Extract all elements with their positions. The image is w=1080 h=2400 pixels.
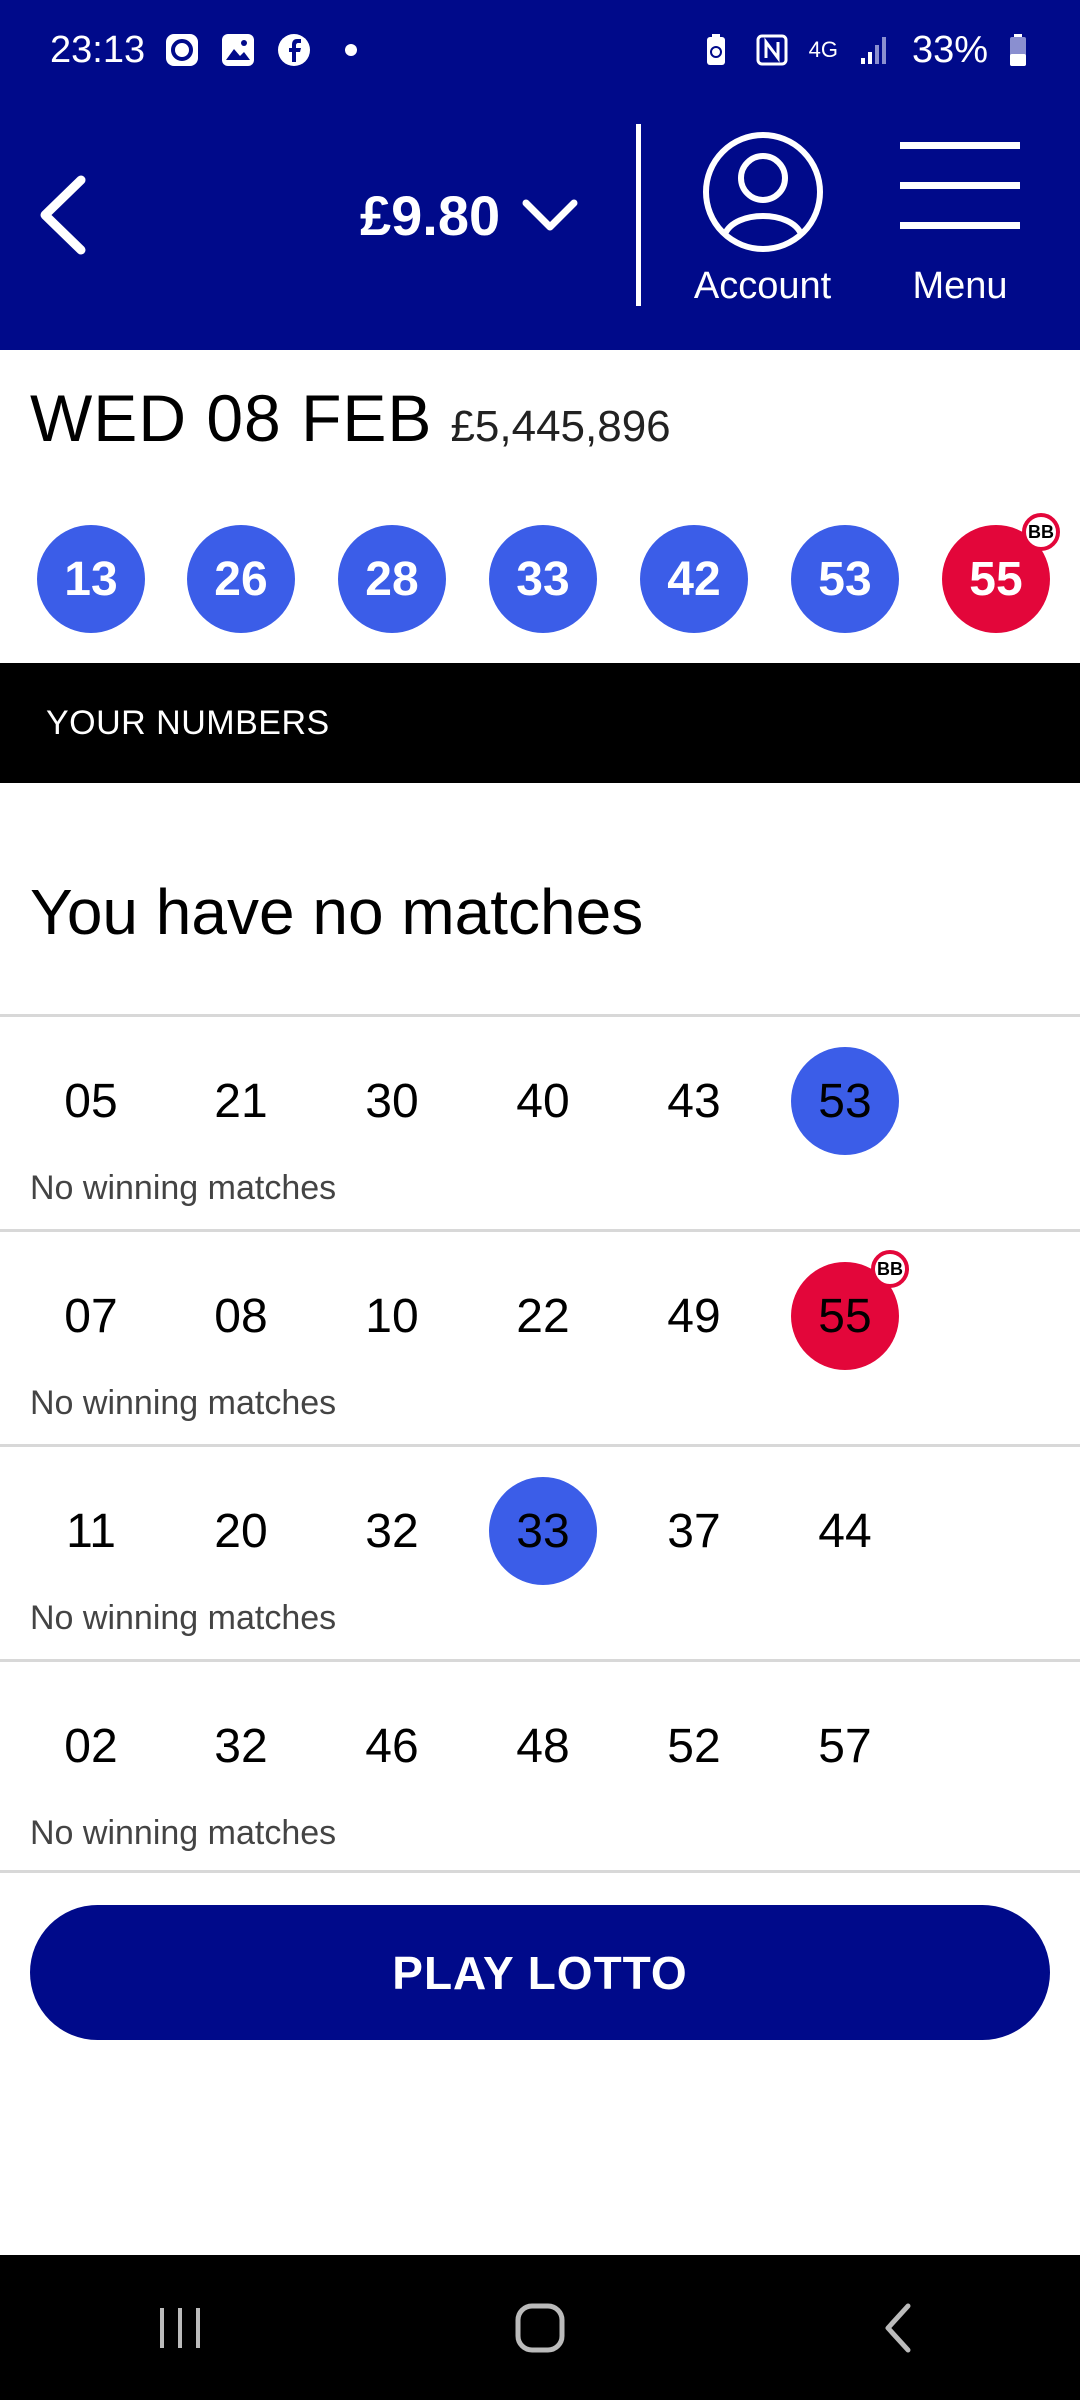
- line-number-bonus-matched: 55 BB: [791, 1250, 909, 1370]
- status-left: 23:13: [50, 28, 358, 72]
- ticket-line: 05 21 30 40 43 53 No winning matches: [0, 1014, 1080, 1228]
- drawn-ball: 26: [187, 525, 295, 633]
- header-divider: [636, 124, 641, 306]
- battery-saver-icon: [697, 31, 735, 69]
- draw-date: WED 08 FEB: [30, 381, 433, 455]
- line-number-value: 55: [818, 1289, 872, 1343]
- recent-apps-button[interactable]: [120, 2278, 240, 2378]
- drawn-ball: 13: [37, 525, 145, 633]
- recent-apps-icon: [160, 2307, 200, 2348]
- result-title: You have no matches: [30, 876, 644, 948]
- line-number-matched: 53: [791, 1047, 899, 1155]
- network-type: 4G: [808, 37, 838, 62]
- drawn-ball: 28: [338, 525, 446, 633]
- gallery-icon: [219, 31, 257, 69]
- account-icon: [702, 132, 823, 252]
- drawn-ball: 42: [640, 525, 748, 633]
- line-number: 11: [66, 1504, 116, 1558]
- chevron-left-icon: [40, 175, 86, 255]
- battery-icon: [1006, 31, 1030, 69]
- play-lotto-button[interactable]: PLAY LOTTO: [30, 1905, 1050, 2040]
- line-number: 10: [365, 1289, 419, 1343]
- back-button[interactable]: [20, 160, 110, 270]
- account-button[interactable]: Account: [680, 130, 845, 308]
- line-number: 07: [64, 1289, 118, 1343]
- your-numbers-header: YOUR NUMBERS: [0, 663, 1080, 783]
- line-number: 32: [365, 1504, 419, 1558]
- home-button[interactable]: [480, 2278, 600, 2378]
- line-status: No winning matches: [30, 1599, 337, 1637]
- system-nav-bar: [0, 2255, 1080, 2400]
- line-number: 20: [214, 1504, 268, 1558]
- bonus-ball: 55 BB: [942, 513, 1060, 633]
- line-number: 02: [64, 1719, 118, 1773]
- hamburger-menu-icon: [900, 142, 1020, 229]
- signal-icon: [856, 31, 894, 69]
- line-number: 30: [365, 1074, 419, 1128]
- menu-button[interactable]: Menu: [880, 130, 1040, 308]
- line-number: 48: [516, 1719, 570, 1773]
- bonus-ball-badge: BB: [1022, 513, 1060, 551]
- ticket-line: 11 20 32 33 37 44 No winning matches: [0, 1444, 1080, 1658]
- line-number: 43: [667, 1074, 721, 1128]
- line-number: 05: [64, 1074, 118, 1128]
- draw-jackpot: £5,445,896: [450, 402, 671, 451]
- drawn-ball: 53: [791, 525, 899, 633]
- line-number: 46: [365, 1719, 419, 1773]
- ticket-line: 02 32 46 48 52 57 No winning matches: [0, 1659, 1080, 1873]
- nfc-icon: [753, 31, 791, 69]
- notification-dot-icon: [345, 44, 358, 56]
- bonus-ball-number: 55: [969, 552, 1023, 606]
- line-number-matched: 33: [489, 1477, 597, 1585]
- drawn-ball: 33: [489, 525, 597, 633]
- line-number: 22: [516, 1289, 570, 1343]
- balance-amount: £9.80: [360, 183, 501, 247]
- line-number: 37: [667, 1504, 721, 1558]
- status-bar: 23:13 4G 33%: [0, 0, 1080, 100]
- system-back-button[interactable]: [840, 2278, 960, 2378]
- line-status: No winning matches: [30, 1169, 337, 1207]
- battery-percent: 33%: [911, 28, 988, 71]
- line-number: 44: [818, 1504, 872, 1558]
- chevron-down-icon: [522, 199, 578, 231]
- home-icon: [515, 2303, 565, 2352]
- facebook-icon: [275, 31, 313, 69]
- line-number: 57: [818, 1719, 872, 1773]
- back-arrow-icon: [885, 2303, 911, 2352]
- line-number: 08: [214, 1289, 268, 1343]
- line-status: No winning matches: [30, 1384, 337, 1422]
- line-number: 40: [516, 1074, 570, 1128]
- line-number: 32: [214, 1719, 268, 1773]
- status-time: 23:13: [50, 28, 146, 71]
- line-number: 49: [667, 1289, 721, 1343]
- line-number: 21: [214, 1074, 268, 1128]
- draw-header: WED 08 FEB £5,445,896: [30, 380, 671, 456]
- account-label: Account: [693, 265, 832, 307]
- app-header: £9.80 Account Menu: [0, 100, 1080, 350]
- line-status: No winning matches: [30, 1814, 337, 1852]
- status-right: 4G 33%: [697, 29, 1030, 72]
- sync-app-icon: [163, 31, 201, 69]
- ticket-line: 07 08 10 22 49 55 BB No winning matches: [0, 1229, 1080, 1443]
- bonus-ball-badge: BB: [871, 1250, 909, 1288]
- line-number: 52: [667, 1719, 721, 1773]
- balance-dropdown[interactable]: £9.80: [360, 180, 578, 250]
- menu-label: Menu: [912, 265, 1008, 307]
- section-title: YOUR NUMBERS: [46, 703, 330, 742]
